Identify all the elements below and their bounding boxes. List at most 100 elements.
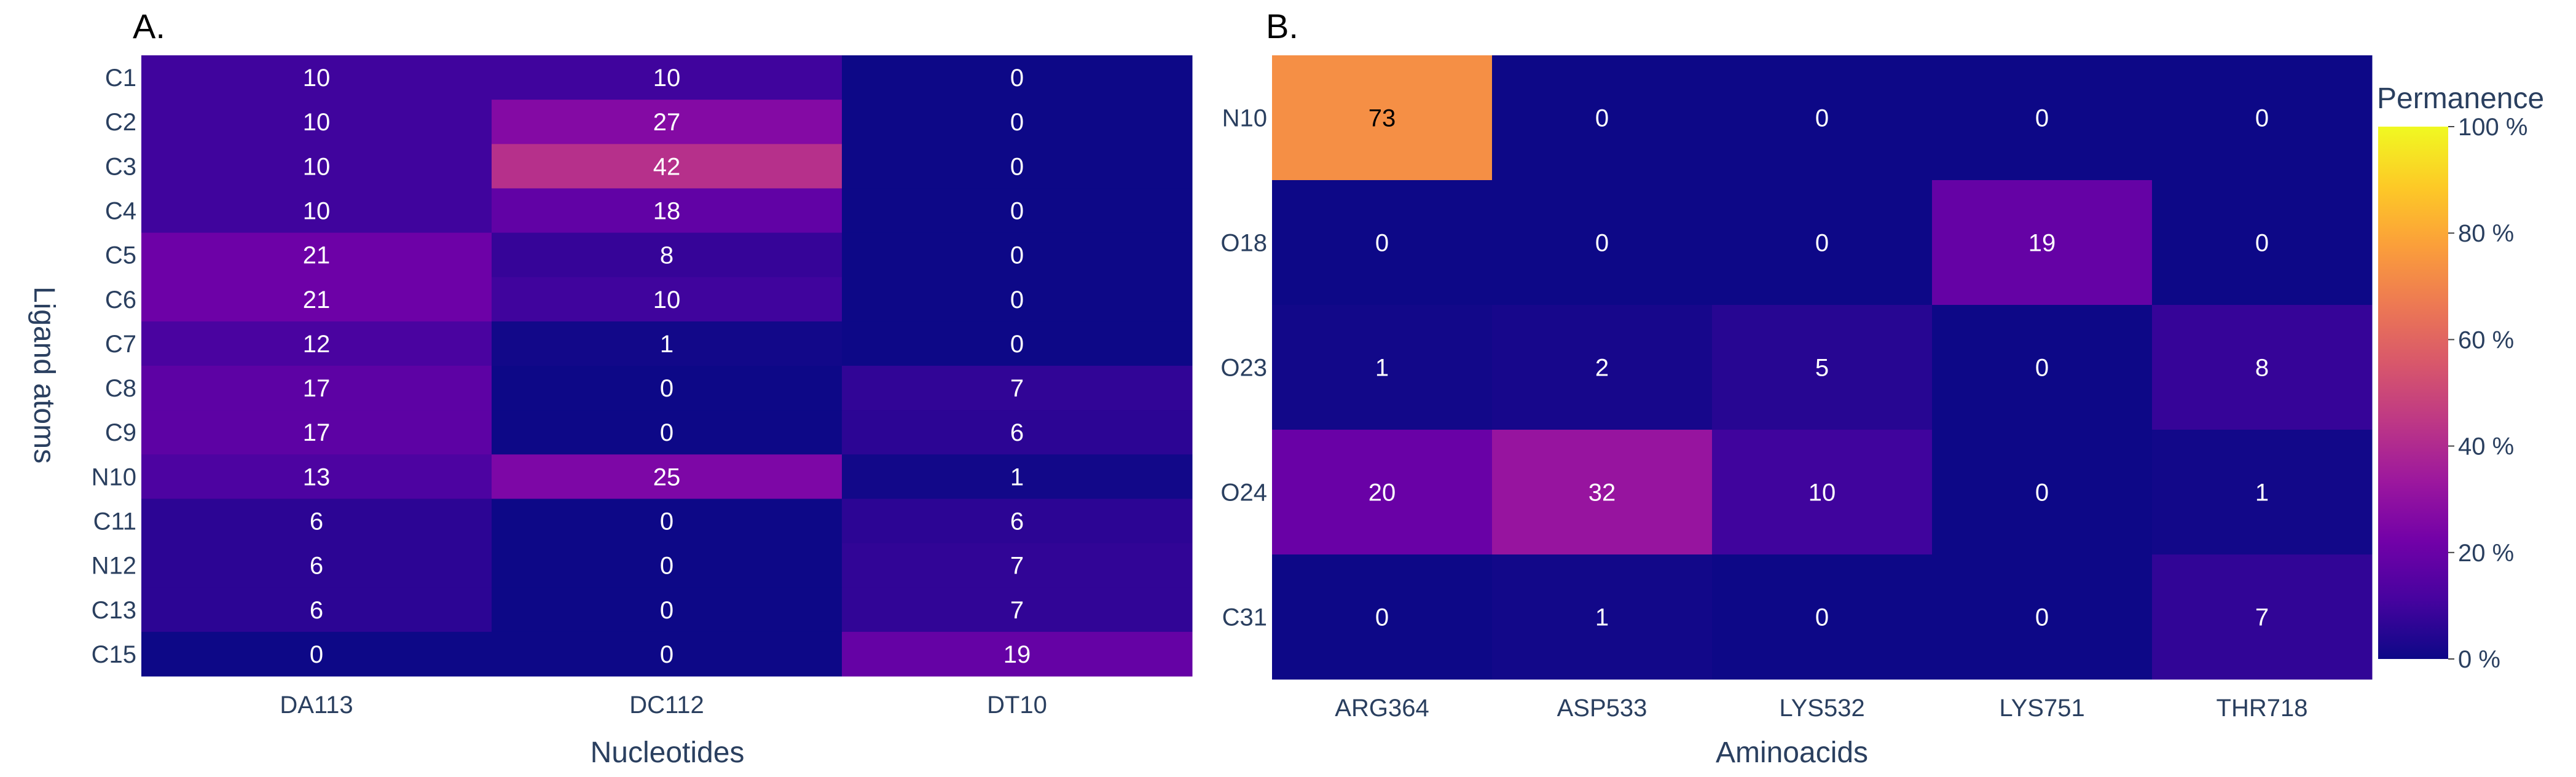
cell-value-label: 6: [1010, 419, 1024, 446]
heatmap-cell: [141, 499, 492, 544]
cell-value-label: 0: [2035, 479, 2049, 507]
heatmap-cell: [492, 277, 842, 322]
y-tick-label: C13: [92, 597, 136, 624]
heatmap-cell: [141, 100, 492, 144]
heatmap-cell: [1712, 55, 1933, 181]
cell-value-label: 0: [1010, 331, 1024, 358]
cell-value-label: 10: [653, 65, 681, 92]
cell-value-label: 0: [1815, 230, 1829, 257]
heatmap-cell: [842, 410, 1193, 455]
cell-value-label: 42: [653, 153, 681, 180]
heatmap-cell: [2152, 430, 2373, 555]
heatmap-panel-b: B. 73 0 0 0 00 0 0 19 01 2 5 0 820 32 10 0 10 1 0 0 7 N10O18…: [1220, 7, 2373, 769]
cell-value-label: 7: [1010, 553, 1024, 580]
heatmap-cell: [1492, 55, 1713, 181]
cell-value-label: 0: [1815, 105, 1829, 132]
heatmap-cell: [492, 410, 842, 455]
y-tick-label: C15: [92, 641, 136, 668]
heatmap-cell: [842, 499, 1193, 544]
y-tick-label: N10: [92, 463, 136, 491]
y-tick-label: C3: [105, 153, 136, 180]
y-tick-label: C8: [105, 375, 136, 402]
heatmap-cell: [1492, 305, 1713, 430]
cell-value-label: 0: [1595, 230, 1609, 257]
heatmap-cell: [492, 543, 842, 588]
cell-value-label: 7: [1010, 597, 1024, 624]
y-tick-label: C7: [105, 331, 136, 358]
cell-value-label: 0: [1010, 109, 1024, 136]
colorbar-tick-label: 20 %: [2458, 540, 2514, 567]
heatmap-cell: [492, 366, 842, 411]
y-tick-label: C1: [105, 65, 136, 92]
panel-b-x-axis-title: Aminoacids: [1716, 736, 1868, 769]
x-tick-label: ASP533: [1557, 695, 1647, 722]
cell-value-label: 0: [1595, 105, 1609, 132]
heatmap-cell: [141, 321, 492, 366]
heatmap-cell: [1712, 430, 1933, 555]
heatmap-cell: [842, 100, 1193, 144]
cell-value-label: 7: [1010, 375, 1024, 402]
cell-value-label: 7: [2255, 604, 2269, 631]
y-tick-label: C9: [105, 419, 136, 446]
y-tick-label: C5: [105, 242, 136, 269]
y-tick-label: N10: [1222, 105, 1267, 132]
panel-a-y-axis-title: Ligand atoms: [28, 286, 60, 463]
cell-value-label: 10: [303, 65, 331, 92]
x-tick-label: DC112: [629, 692, 704, 719]
y-tick-label: O18: [1220, 230, 1267, 257]
heatmap-cell: [141, 543, 492, 588]
colorbar-tick-label: 80 %: [2458, 220, 2514, 247]
heatmap-cell: [492, 232, 842, 278]
heatmap-cell: [1932, 55, 2153, 181]
heatmap-cell: [1932, 180, 2153, 306]
cell-value-label: 0: [1010, 153, 1024, 180]
heatmap-cell: [1712, 554, 1933, 680]
x-tick-label: ARG364: [1335, 695, 1429, 722]
cell-value-label: 10: [1808, 479, 1836, 507]
y-tick-label: O24: [1220, 479, 1267, 507]
heatmap-cell: [141, 366, 492, 411]
cell-value-label: 27: [653, 109, 681, 136]
cell-value-label: 17: [303, 375, 331, 402]
cell-value-label: 1: [1595, 604, 1609, 631]
heatmap-cell: [1492, 430, 1713, 555]
x-tick-label: THR718: [2217, 695, 2308, 722]
cell-value-label: 20: [1368, 479, 1396, 507]
x-tick-label: DT10: [987, 692, 1047, 719]
colorbar: Permanence 0 % 20 % 40 % 60 % 80 % 100 %: [2377, 82, 2544, 673]
cell-value-label: 21: [303, 286, 331, 314]
heatmap-cell: [1712, 180, 1933, 306]
cell-value-label: 5: [1815, 355, 1829, 382]
heatmap-cell: [842, 55, 1193, 100]
y-tick-label: N12: [92, 553, 136, 580]
cell-value-label: 0: [660, 419, 673, 446]
colorbar-title: Permanence: [2377, 82, 2544, 115]
x-tick-label: LYS751: [1999, 695, 2084, 722]
heatmap-cell: [842, 587, 1193, 633]
heatmap-cell: [141, 188, 492, 234]
heatmap-cell: [1272, 55, 1493, 181]
heatmap-cell: [842, 454, 1193, 499]
heatmap-cell: [1712, 305, 1933, 430]
heatmap-cell: [492, 100, 842, 144]
cell-value-label: 2: [1595, 355, 1609, 382]
panel-b-label: B.: [1266, 7, 1298, 45]
cell-value-label: 0: [2035, 604, 2049, 631]
cell-value-label: 0: [1010, 242, 1024, 269]
panel-a-x-axis-title: Nucleotides: [591, 736, 745, 769]
heatmap-cell: [842, 144, 1193, 189]
heatmap-cell: [492, 499, 842, 544]
cell-value-label: 8: [2255, 355, 2269, 382]
colorbar-tick-label: 40 %: [2458, 433, 2514, 460]
heatmap-cell: [2152, 305, 2373, 430]
y-tick-label: O23: [1220, 355, 1267, 382]
cell-value-label: 10: [303, 109, 331, 136]
cell-value-label: 1: [660, 331, 673, 358]
colorbar-tick-label: 100 %: [2458, 114, 2527, 141]
cell-value-label: 0: [2255, 105, 2269, 132]
cell-value-label: 0: [660, 375, 673, 402]
cell-value-label: 0: [310, 641, 323, 668]
heatmap-cell: [2152, 55, 2373, 181]
cell-value-label: 0: [1815, 604, 1829, 631]
